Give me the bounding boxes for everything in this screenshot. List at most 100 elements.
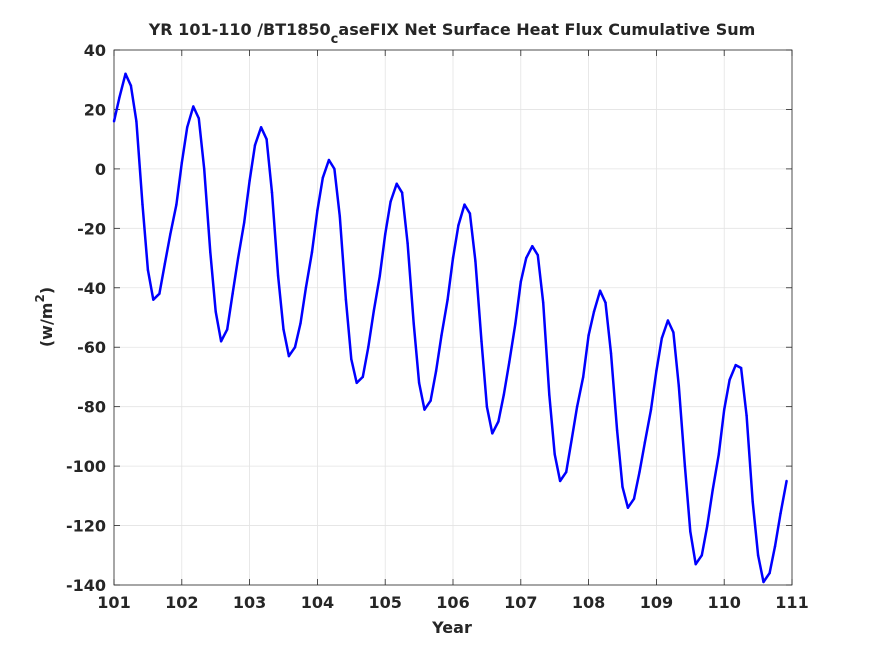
axis-ticks: 101 102 103 104 105 106 107 108 109 110 111 -140 -12… (66, 41, 809, 612)
data-point (723, 408, 726, 411)
data-point (423, 408, 426, 411)
data-point (717, 453, 720, 456)
data-point (756, 554, 760, 557)
data-point (598, 289, 602, 292)
data-point (152, 298, 155, 301)
y-tick-label: 0 (95, 160, 106, 179)
data-point (711, 488, 714, 492)
data-point (508, 360, 511, 364)
data-point (135, 120, 138, 123)
data-point (242, 221, 246, 224)
data-point (112, 120, 116, 123)
data-point (446, 298, 449, 301)
data-point (231, 292, 234, 295)
data-point (344, 298, 348, 301)
chart-title-part1: YR 101-110 /BT1850 (148, 20, 331, 39)
data-point (219, 340, 223, 343)
y-axis-label-superscript: 2 (33, 294, 47, 302)
data-point (592, 310, 596, 313)
data-point (525, 256, 528, 260)
data-point (643, 441, 647, 444)
data-point (287, 354, 291, 358)
data-point (259, 126, 263, 129)
data-point (666, 319, 670, 322)
x-tick-label: 102 (165, 593, 198, 612)
data-point (129, 84, 133, 87)
x-tick-label: 106 (436, 593, 469, 612)
data-point (514, 322, 517, 325)
data-point (146, 268, 150, 272)
y-axis-label-part2: ) (37, 287, 56, 294)
y-tick-label: -40 (77, 279, 106, 298)
data-point (773, 545, 777, 548)
data-point (463, 203, 466, 206)
data-point (372, 310, 375, 313)
data-point (660, 337, 664, 340)
data-point (355, 381, 358, 385)
data-point (124, 72, 127, 75)
data-point (751, 500, 754, 503)
data-point (451, 256, 455, 260)
data-point (474, 259, 477, 263)
data-point (548, 393, 551, 396)
x-axis-label: Year (431, 618, 472, 637)
data-point (626, 506, 630, 509)
data-point (536, 253, 539, 257)
data-point (440, 334, 443, 337)
data-point (689, 530, 692, 533)
x-tick-label: 109 (640, 593, 673, 612)
data-point (615, 429, 619, 432)
data-point (163, 262, 167, 266)
data-point (502, 393, 506, 396)
x-tick-label: 103 (233, 593, 266, 612)
data-point (209, 250, 212, 254)
data-point (236, 256, 240, 260)
data-point (141, 203, 144, 206)
data-point (282, 328, 285, 331)
y-tick-label: -120 (66, 517, 106, 536)
data-point (434, 369, 438, 373)
data-point (609, 351, 613, 355)
data-point (570, 438, 573, 441)
data-point (367, 346, 370, 349)
data-point (621, 485, 624, 489)
data-point (700, 554, 704, 557)
y-axis-label-part1: (w/m (37, 303, 56, 348)
data-point (192, 105, 195, 108)
data-point (378, 274, 381, 278)
data-point (587, 334, 590, 337)
data-point (361, 375, 365, 379)
chart-title: YR 101-110 /BT1850caseFIX Net Surface He… (148, 20, 756, 47)
x-tick-label: 111 (775, 593, 808, 612)
data-point (565, 470, 568, 474)
data-point (531, 244, 534, 248)
y-tick-label: -140 (66, 576, 106, 595)
y-tick-label: -60 (77, 338, 106, 357)
data-point (429, 399, 432, 402)
data-point (197, 117, 200, 120)
data-point (497, 420, 500, 423)
data-point (384, 233, 387, 236)
data-point (400, 191, 404, 194)
data-point (581, 375, 585, 379)
data-point (519, 280, 522, 284)
data-point (785, 479, 788, 483)
data-point (265, 137, 268, 141)
data-point (350, 357, 353, 361)
data-point (638, 470, 641, 474)
y-tick-label: 20 (84, 100, 106, 119)
data-point (180, 161, 183, 165)
data-point (186, 126, 189, 129)
data-point (118, 96, 121, 99)
data-point (553, 453, 556, 456)
y-tick-label: -20 (77, 219, 106, 238)
data-point (706, 524, 709, 527)
data-point (175, 203, 178, 206)
data-point (169, 233, 172, 236)
data-point (457, 224, 460, 227)
x-tick-label: 107 (504, 593, 537, 612)
x-tick-label: 105 (368, 593, 401, 612)
data-point (734, 363, 737, 367)
